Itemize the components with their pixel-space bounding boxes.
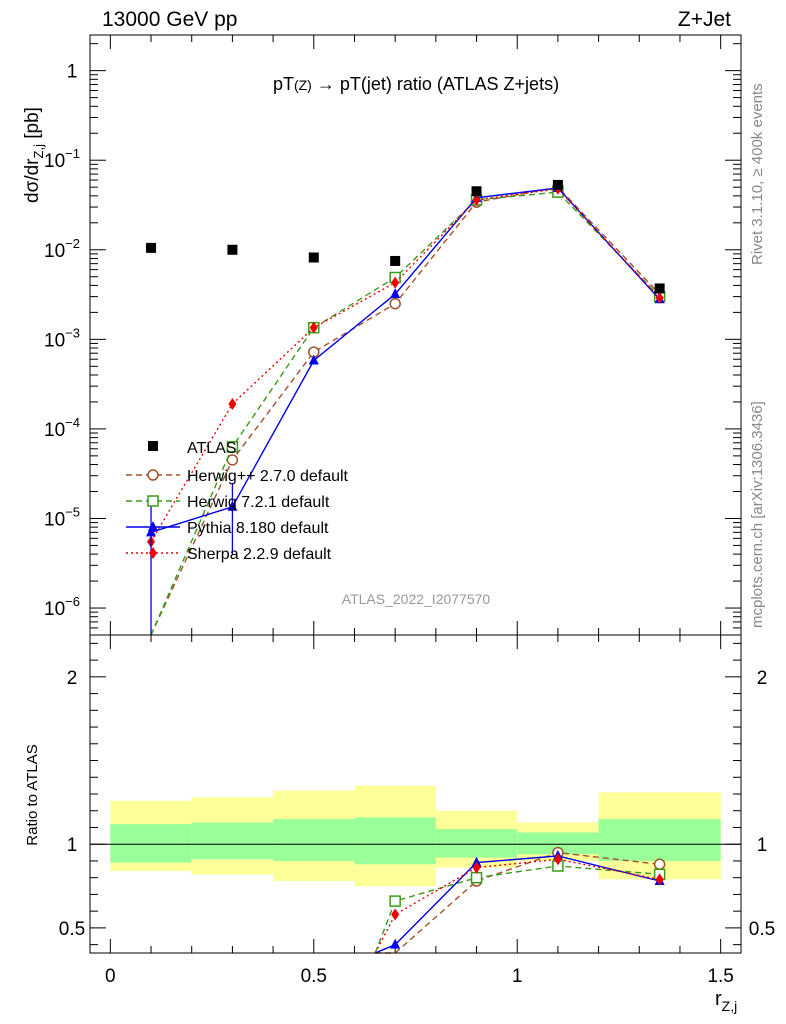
ratio-point-3-3 — [655, 873, 664, 886]
legend-label-2: Pythia 8.180 default — [187, 520, 329, 537]
mcplots-label: mcplots.cern.ch [arXiv:1306.3436] — [749, 401, 766, 628]
legend-entry-0: Herwig++ 2.7.0 default — [126, 468, 349, 485]
atlas-point-2 — [308, 252, 319, 263]
x-tick-label: 1.5 — [707, 966, 733, 987]
legend-entry-1: Herwig 7.2.1 default — [126, 494, 330, 511]
band-inner-2 — [273, 819, 355, 861]
chart-title: pT(Z) → pT(jet) ratio (ATLAS Z+jets) — [273, 74, 559, 94]
ratio-y-axis-label: Ratio to ATLAS — [24, 744, 41, 845]
ratio-point-3-2 — [553, 853, 562, 866]
x-tick-label: 0.5 — [301, 966, 327, 987]
ratio-tick-label: 1 — [67, 835, 78, 856]
legend-label-3: Sherpa 2.2.9 default — [187, 546, 332, 563]
atlas-data-group — [146, 179, 665, 294]
series-line-1 — [150, 191, 661, 636]
ratio-point-3-1 — [472, 861, 481, 874]
y-label-main: dσ/dr — [22, 158, 43, 203]
series-point-1-1 — [226, 441, 239, 453]
x-axis-label: rZ,j — [715, 988, 737, 1014]
legend-label-0: Herwig++ 2.7.0 default — [187, 468, 349, 485]
atlas-point-3 — [390, 255, 401, 266]
title-part-c: → pT(jet) ratio (ATLAS Z+jets) — [312, 74, 559, 94]
y-label-unit: [pb] — [22, 107, 43, 144]
y-tick-label: 10−2 — [44, 236, 80, 262]
y-tick-label: 1 — [67, 62, 78, 83]
ratio-bands — [90, 785, 741, 887]
series-3 — [147, 182, 664, 548]
band-inner-6 — [598, 819, 721, 861]
atlas-point-5 — [552, 179, 563, 190]
ratio-point-0-3 — [653, 858, 666, 871]
legend-marker-2 — [148, 521, 158, 531]
atlas-point-4 — [471, 186, 482, 197]
ratio-point-1-0 — [389, 895, 401, 907]
y-axis-label: dσ/drZ,j [pb] — [22, 107, 46, 203]
ratio-tick-label-right: 2 — [757, 668, 768, 689]
legend-marker-1 — [147, 495, 159, 507]
x-label-main: r — [715, 988, 722, 1010]
series-point-0-3 — [389, 297, 401, 310]
y-tick-label: 10−4 — [44, 415, 80, 441]
main-panel: 1 10−1 10−2 10−3 10−4 10−5 10−6 pT(Z) → pT(jet… — [22, 34, 742, 636]
series-point-2-3 — [390, 288, 401, 299]
title-part-a: pT — [273, 74, 294, 94]
ratio-axis-ticks: 0 0.5 1 1.5 2 2 1 1 0.5 0.5 — [59, 635, 775, 987]
band-inner-4 — [435, 829, 518, 858]
series-point-3-3 — [391, 276, 400, 289]
ratio-point-3-0 — [391, 908, 400, 921]
y-tick-label: 10−5 — [44, 504, 80, 530]
analysis-id-label: ATLAS_2022_I2077570 — [342, 591, 491, 607]
y-label-sub: Z,j — [31, 144, 46, 159]
ratio-tick-label-right: 0.5 — [749, 919, 775, 940]
y-tick-label: 10−6 — [44, 594, 80, 620]
main-panel-frame — [89, 34, 742, 636]
atlas-point-1 — [227, 244, 238, 255]
atlas-point-6 — [654, 283, 665, 294]
atlas-point-0 — [146, 242, 157, 253]
legend-entry-2: Pythia 8.180 default — [126, 520, 329, 537]
main-series-group — [146, 181, 666, 636]
ratio-point-2-0 — [390, 938, 401, 949]
ratio-series-3 — [374, 853, 664, 954]
series-point-2-2 — [308, 354, 319, 365]
legend-atlas-label: ATLAS — [187, 440, 237, 457]
ratio-panel-frame — [89, 634, 742, 954]
legend-entry-3: Sherpa 2.2.9 default — [126, 546, 332, 563]
main-axis-ticks: 1 10−1 10−2 10−3 10−4 10−5 10−6 — [44, 35, 741, 636]
legend: ATLAS Herwig++ 2.7.0 default Herwig 7.2.1… — [126, 440, 349, 563]
legend-marker-0 — [147, 469, 159, 481]
legend-atlas-marker — [148, 441, 158, 451]
legend-label-1: Herwig 7.2.1 default — [187, 494, 330, 511]
x-tick-label: 0 — [105, 966, 116, 987]
x-tick-label: 1 — [512, 966, 523, 987]
series-line-0 — [150, 186, 661, 636]
band-inner-0 — [110, 824, 192, 863]
series-point-3-4 — [472, 193, 481, 206]
ratio-tick-label: 0.5 — [59, 919, 85, 940]
series-point-3-2 — [309, 321, 318, 334]
band-inner-5 — [517, 832, 599, 855]
series-point-3-1 — [228, 397, 237, 410]
series-line-3 — [150, 188, 661, 543]
ratio-series-1 — [374, 860, 666, 954]
y-tick-label: 10−1 — [44, 146, 80, 172]
header-right-label: Z+Jet — [678, 8, 731, 31]
rivet-version-label: Rivet 3.1.10, ≥ 400k events — [749, 83, 766, 265]
y-tick-label: 10−3 — [44, 325, 80, 351]
header-left-label: 13000 GeV pp — [102, 8, 237, 31]
band-inner-3 — [354, 817, 436, 865]
ratio-point-1-1 — [470, 871, 483, 884]
ratio-tick-label-right: 1 — [757, 835, 768, 856]
legend-marker-3 — [149, 547, 157, 559]
ratio-point-2-1 — [471, 856, 482, 867]
band-inner-1 — [191, 822, 274, 860]
ratio-tick-label: 2 — [67, 668, 78, 689]
series-point-3-6 — [655, 291, 664, 304]
ratio-panel: 0 0.5 1 1.5 2 2 1 1 0.5 0.5 Ratio to ATLAS — [24, 634, 775, 987]
title-part-b: (Z) — [294, 77, 312, 93]
x-label-sub: Z,j — [722, 998, 738, 1014]
